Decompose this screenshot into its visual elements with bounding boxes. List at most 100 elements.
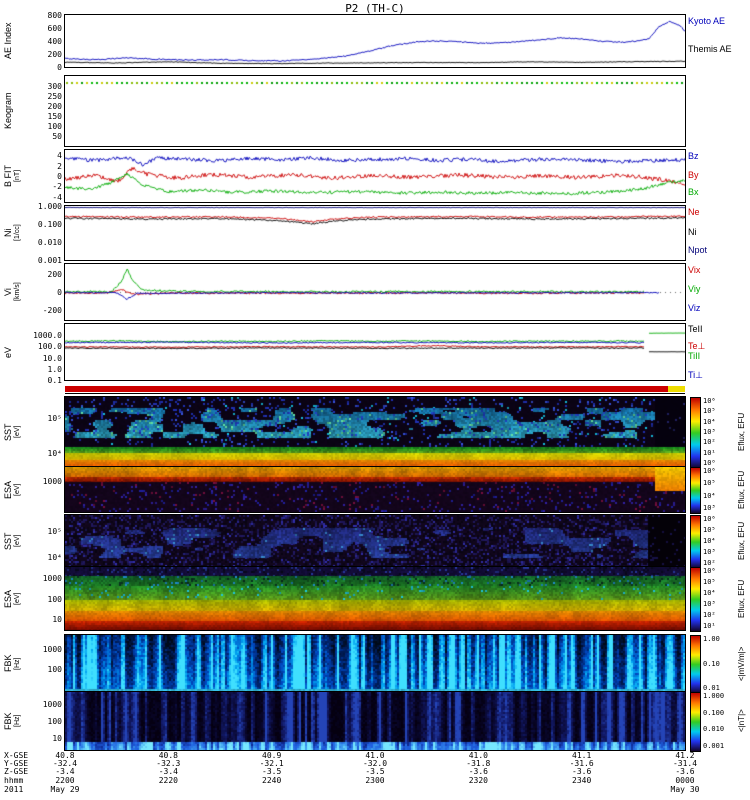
ylabel-ion_esa: ESA [eV] (3, 467, 25, 512)
ephemeris-value: -32.1 (259, 759, 284, 768)
ylabel-text: ESA (3, 480, 13, 499)
colorbar-label-text: Eflux, EFU (737, 470, 746, 509)
colorbar-tick: 10¹ (703, 622, 716, 630)
colorbar-tick: 10² (703, 611, 716, 619)
ytick-label: 0 (57, 63, 62, 72)
colorbar-tick: 10⁴ (703, 589, 716, 597)
ytick-label: 0.001 (37, 256, 62, 265)
ephemeris-value: -3.6 (468, 767, 488, 776)
ylabel-text: Ni (3, 228, 13, 238)
ytick-label: 4 (57, 151, 62, 161)
plot-canvas-ele_sst (65, 515, 685, 567)
plot-title: P2 (TH-C) (345, 2, 405, 15)
ytick-label: 100 (47, 121, 62, 131)
ytick-label: 0.1 (47, 376, 62, 385)
ytick-label: 10⁵ (47, 526, 62, 536)
ylabel-density: Ni [1/cc] (3, 206, 25, 260)
panel-fbk_e (64, 634, 686, 693)
colorbar-tick: 10⁵ (703, 407, 716, 416)
ytick-label: 100.0 (37, 342, 62, 352)
ylabel-text: FBK (3, 712, 13, 730)
panel-ae (64, 14, 686, 68)
ylabel-text: eV (3, 346, 13, 358)
colorbar-tick: 10¹ (703, 448, 716, 457)
panel-ele_esa (64, 566, 686, 631)
colorbar-label-text: <|nT|> (737, 709, 746, 733)
ylabel-unit: [1/cc] (14, 224, 21, 242)
plot-canvas-ae (65, 15, 685, 67)
ylabel-text: SST (3, 423, 13, 441)
legend-item: TeII (688, 324, 703, 334)
ytick-label: 400 (47, 37, 62, 46)
time-tick-label: 0000 (675, 776, 695, 785)
ytick-label: 50 (52, 132, 62, 142)
ephemeris-value: -31.6 (569, 759, 594, 768)
legend-item: Bz (688, 151, 699, 162)
plot-canvas-ion_esa (65, 467, 685, 512)
legend-item: By (688, 169, 699, 180)
ytick-label: 100 (47, 717, 62, 726)
ephemeris-value: -3.5 (262, 767, 282, 776)
legend-item: Viz (688, 303, 701, 314)
ytick-label: 200 (47, 102, 62, 112)
legend-item: Vix (688, 265, 701, 276)
ytick-label: 1000 (42, 476, 62, 486)
legend-item: Ni (688, 226, 697, 237)
ytick-label: 10.0 (42, 353, 62, 363)
panel-temperature (64, 323, 686, 381)
ephemeris-value: -31.4 (672, 759, 698, 768)
colorbar-label-text: Eflux, EFU (737, 579, 746, 618)
plot-canvas-density (65, 206, 685, 260)
colorbar-tick: 10² (703, 438, 716, 447)
panel-ion_sst (64, 396, 686, 468)
ytick-label: 200 (47, 269, 62, 279)
colorbar-tick: 0.010 (703, 725, 725, 734)
ytick-label: 0.010 (37, 238, 62, 248)
colorbar-tick: 0.10 (703, 659, 720, 668)
panel-ele_sst (64, 514, 686, 568)
panel-keogram (64, 75, 686, 147)
colorbar-tick: 10³ (703, 504, 716, 512)
ytick-label: 0 (57, 288, 62, 297)
time-tick-label: 2220 (158, 776, 178, 785)
panel-fbk_b (64, 691, 686, 751)
colorbar-tick: 10⁴ (703, 537, 716, 545)
colorbar-tick: 10⁶ (703, 567, 716, 575)
ephemeris-value: -3.6 (675, 767, 695, 776)
colorbar-tick: 10⁴ (703, 491, 716, 500)
ytick-label: -4 (52, 192, 62, 202)
colorbar-tick: 0.01 (703, 684, 720, 692)
ylabel-text: Keogram (3, 92, 13, 130)
colorbar-ion_esa (690, 467, 701, 514)
ytick-label: -200 (42, 306, 62, 316)
colorbar-tick: 10⁶ (703, 397, 716, 405)
ytick-label: 250 (47, 92, 62, 102)
flag-segment (667, 386, 685, 392)
ytick-label: 1000 (42, 645, 62, 655)
ytick-label: 150 (47, 111, 62, 121)
colorbar-fbk_b (690, 692, 701, 752)
ephemeris-value: -32.4 (52, 759, 78, 768)
ylabel-text: B FIT (3, 165, 13, 187)
colorbar-label-fbk_b: <|nT|> (737, 692, 749, 750)
legend-item: TiII (688, 350, 701, 361)
colorbar-label-text: Eflux, EFU (737, 412, 746, 452)
axis-row-label: Y-GSE (4, 759, 29, 768)
colorbar-tick: 1.00 (703, 635, 720, 643)
ytick-label: 0 (57, 172, 62, 181)
ephemeris-value: 41.0 (468, 751, 488, 760)
colorbar-fbk_e (690, 635, 701, 694)
ytick-label: 10⁴ (47, 449, 62, 458)
ephemeris-value: 41.0 (365, 751, 385, 760)
colorbar-tick: 10⁵ (703, 526, 716, 534)
colorbar-tick: 10⁵ (703, 479, 716, 488)
colorbar-tick: 10⁶ (703, 467, 716, 475)
ytick-label: 2 (57, 161, 62, 171)
colorbar-label-ion_esa: Eflux, EFU (737, 467, 749, 512)
ytick-label: 600 (47, 24, 62, 33)
axis-row-label: Z-GSE (4, 767, 29, 776)
colorbar-tick: 1.000 (703, 692, 725, 700)
time-tick-label: 2320 (468, 776, 488, 785)
plot-canvas-fbk_b (65, 692, 685, 750)
